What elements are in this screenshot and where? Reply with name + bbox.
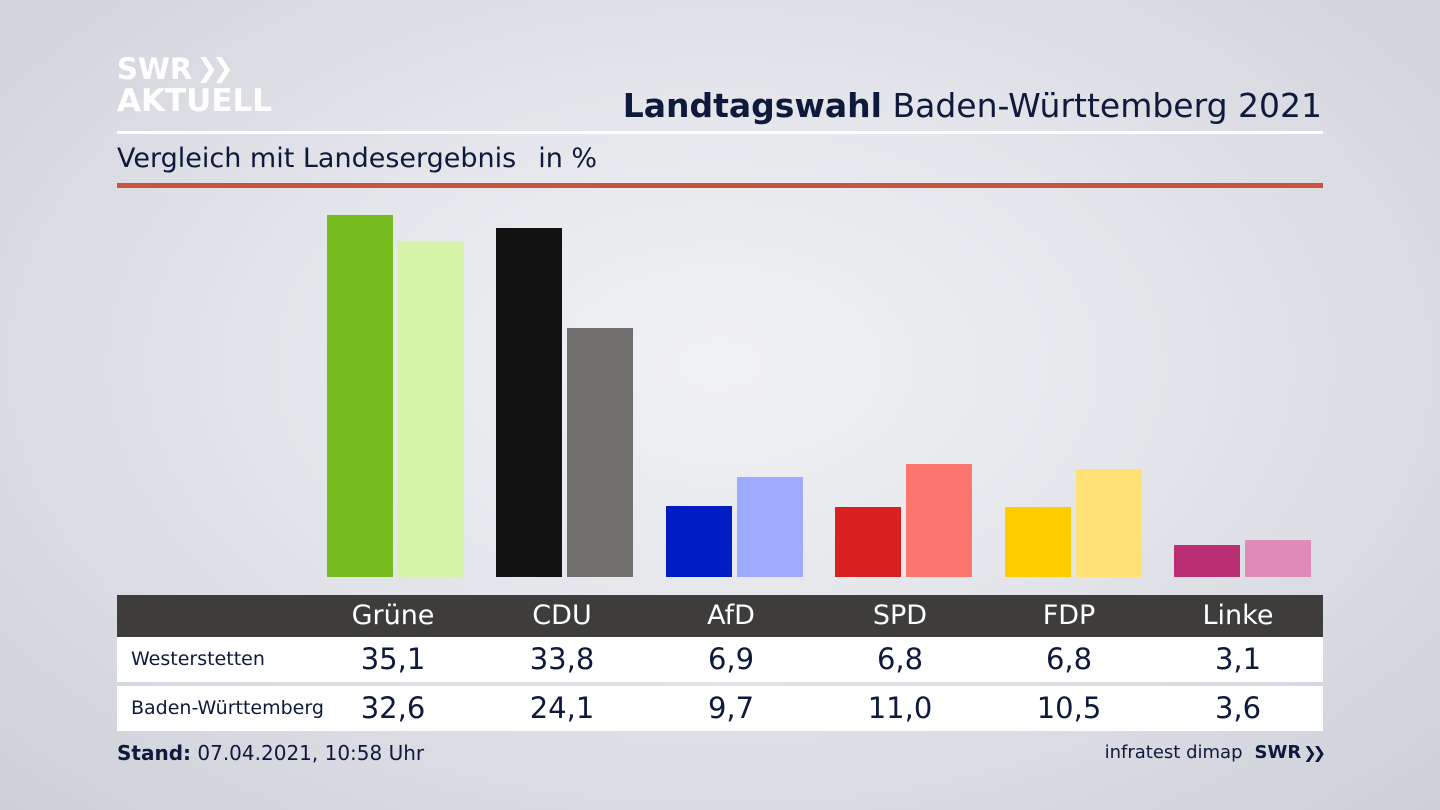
bar-gruene-baden-wuerttemberg [398,241,464,577]
swr-aktuell-logo: SWR ❯❯ AKTUELL [117,54,272,118]
bar-linke-westerstetten [1174,545,1240,577]
swr-brand: SWR [1254,742,1302,763]
bar-gruene-westerstetten [327,215,393,577]
value-cell: 3,1 [1214,642,1262,676]
value-cell: 33,8 [529,642,595,676]
double-chevron-icon: ❯❯ [1303,743,1326,762]
title-bold: Landtagswahl [622,86,882,125]
header-cdu: CDU [532,600,592,631]
bar-cdu-baden-wuerttemberg [567,328,633,577]
title-divider [117,131,1323,134]
value-cell: 6,8 [1045,642,1093,676]
header-spd: SPD [872,600,928,631]
page-title: Landtagswahl Baden-Württemberg 2021 [623,86,1322,125]
logo-line-1: SWR [117,52,193,86]
stand-label: Stand: [117,741,192,765]
table-row: Westerstetten 35,1 33,8 6,9 6,8 6,8 3,1 [117,637,1323,682]
value-cell: 9,7 [707,691,755,725]
unit-label: in % [538,143,598,174]
value-cell: 11,0 [867,691,933,725]
table-row: Baden-Württemberg 32,6 24,1 9,7 11,0 10,… [117,686,1323,731]
header-fdp: FDP [1042,600,1096,631]
bar-afd-westerstetten [666,506,732,577]
bar-spd-baden-wuerttemberg [906,464,972,577]
value-cell: 6,9 [707,642,755,676]
chart-subtitle: Vergleich mit Landesergebnis in % [117,143,597,174]
timestamp: Stand: 07.04.2021, 10:58 Uhr [117,741,424,765]
header-afd: AfD [707,600,755,631]
value-cell: 32,6 [360,691,426,725]
subtitle-text: Vergleich mit Landesergebnis [117,143,517,174]
value-cell: 24,1 [529,691,595,725]
bar-linke-baden-wuerttemberg [1245,540,1311,577]
bar-fdp-westerstetten [1005,507,1071,577]
bar-afd-baden-wuerttemberg [737,477,803,577]
double-chevron-icon: ❯❯ [196,54,233,84]
value-cell: 35,1 [360,642,426,676]
value-cell: 6,8 [876,642,924,676]
title-rest: Baden-Württemberg 2021 [892,86,1322,125]
subtitle-divider [117,183,1323,188]
header-gruene: Grüne [351,600,435,631]
row-label: Westerstetten [131,648,265,670]
source-label: infratest dimap [1104,742,1243,763]
source-credit: infratest dimap SWR ❯❯ [1104,742,1326,763]
value-cell: 10,5 [1036,691,1102,725]
table-header: Grüne CDU AfD SPD FDP Linke [117,595,1323,637]
header-linke: Linke [1202,600,1274,631]
bar-fdp-baden-wuerttemberg [1076,469,1142,577]
bar-spd-westerstetten [835,507,901,577]
stand-value: 07.04.2021, 10:58 Uhr [197,741,425,765]
value-cell: 3,6 [1214,691,1262,725]
row-label: Baden-Württemberg [131,697,324,719]
bar-cdu-westerstetten [496,228,562,577]
logo-line-2: AKTUELL [117,83,273,119]
